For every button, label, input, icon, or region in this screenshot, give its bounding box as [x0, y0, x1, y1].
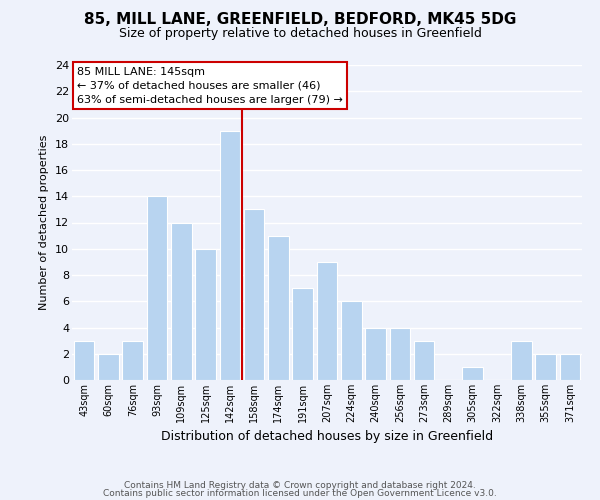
Bar — [98, 354, 119, 380]
Bar — [292, 288, 313, 380]
Bar — [268, 236, 289, 380]
Text: Size of property relative to detached houses in Greenfield: Size of property relative to detached ho… — [119, 28, 481, 40]
Text: 85, MILL LANE, GREENFIELD, BEDFORD, MK45 5DG: 85, MILL LANE, GREENFIELD, BEDFORD, MK45… — [84, 12, 516, 28]
Bar — [244, 210, 265, 380]
Bar — [317, 262, 337, 380]
Bar — [74, 340, 94, 380]
Bar — [560, 354, 580, 380]
Bar — [220, 130, 240, 380]
Bar — [414, 340, 434, 380]
Bar — [511, 340, 532, 380]
Bar — [146, 196, 167, 380]
Bar — [195, 248, 216, 380]
Bar — [341, 301, 362, 380]
Bar — [122, 340, 143, 380]
Bar — [389, 328, 410, 380]
Text: 85 MILL LANE: 145sqm
← 37% of detached houses are smaller (46)
63% of semi-detac: 85 MILL LANE: 145sqm ← 37% of detached h… — [77, 66, 343, 104]
Bar — [365, 328, 386, 380]
Bar — [535, 354, 556, 380]
X-axis label: Distribution of detached houses by size in Greenfield: Distribution of detached houses by size … — [161, 430, 493, 444]
Y-axis label: Number of detached properties: Number of detached properties — [40, 135, 49, 310]
Bar — [463, 367, 483, 380]
Bar — [171, 222, 191, 380]
Text: Contains public sector information licensed under the Open Government Licence v3: Contains public sector information licen… — [103, 488, 497, 498]
Text: Contains HM Land Registry data © Crown copyright and database right 2024.: Contains HM Land Registry data © Crown c… — [124, 481, 476, 490]
